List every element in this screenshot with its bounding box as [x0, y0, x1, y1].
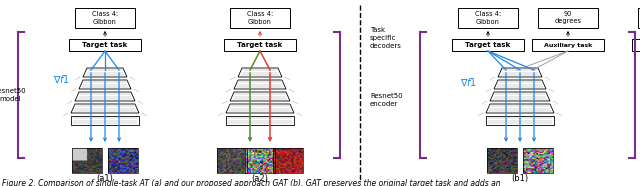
Text: (b1): (b1) — [511, 174, 529, 182]
Text: Task
specific
decoders: Task specific decoders — [370, 28, 402, 49]
Polygon shape — [226, 104, 294, 113]
Polygon shape — [71, 116, 139, 125]
Text: Class 4:
Gibbon: Class 4: Gibbon — [92, 12, 118, 25]
Bar — [224, 39, 296, 51]
Text: (a2): (a2) — [252, 174, 268, 182]
Bar — [72, 148, 102, 173]
Bar — [538, 8, 598, 28]
Polygon shape — [494, 80, 546, 89]
Bar — [523, 148, 553, 173]
Text: Target task: Target task — [237, 42, 283, 48]
Bar — [217, 148, 247, 173]
Bar — [245, 148, 275, 173]
Polygon shape — [83, 68, 127, 77]
Text: $\nabla f1$: $\nabla f1$ — [53, 74, 70, 85]
Bar — [532, 39, 604, 51]
Text: Class 4:
Gibbon: Class 4: Gibbon — [247, 12, 273, 25]
Text: 90
degrees: 90 degrees — [554, 12, 582, 25]
Polygon shape — [75, 92, 135, 101]
Polygon shape — [486, 104, 554, 113]
Bar — [75, 8, 135, 28]
Polygon shape — [490, 92, 550, 101]
Bar — [452, 39, 524, 51]
Bar — [273, 148, 303, 173]
Bar — [230, 8, 290, 28]
Polygon shape — [486, 116, 554, 125]
Text: Auxiliary task: Auxiliary task — [544, 42, 592, 47]
Text: Resnet50
model: Resnet50 model — [0, 88, 26, 102]
Polygon shape — [498, 68, 542, 77]
Text: Figure 2. Comparison of single-task AT (a) and our proposed approach GAT (b). GA: Figure 2. Comparison of single-task AT (… — [2, 179, 500, 186]
Bar — [108, 148, 138, 173]
Bar — [638, 8, 640, 28]
Text: $\nabla f1$: $\nabla f1$ — [460, 77, 477, 88]
Polygon shape — [71, 104, 139, 113]
Text: Class 4:
Gibbon: Class 4: Gibbon — [475, 12, 501, 25]
Polygon shape — [230, 92, 290, 101]
Text: Target task: Target task — [83, 42, 127, 48]
Bar — [632, 39, 640, 51]
Text: Target task: Target task — [465, 42, 511, 48]
Bar — [487, 148, 517, 173]
Bar — [458, 8, 518, 28]
Polygon shape — [238, 68, 282, 77]
Polygon shape — [226, 116, 294, 125]
Bar — [69, 39, 141, 51]
Polygon shape — [79, 80, 131, 89]
Polygon shape — [234, 80, 286, 89]
Text: (a1): (a1) — [97, 174, 113, 182]
Text: Resnet50
encoder: Resnet50 encoder — [370, 93, 403, 107]
